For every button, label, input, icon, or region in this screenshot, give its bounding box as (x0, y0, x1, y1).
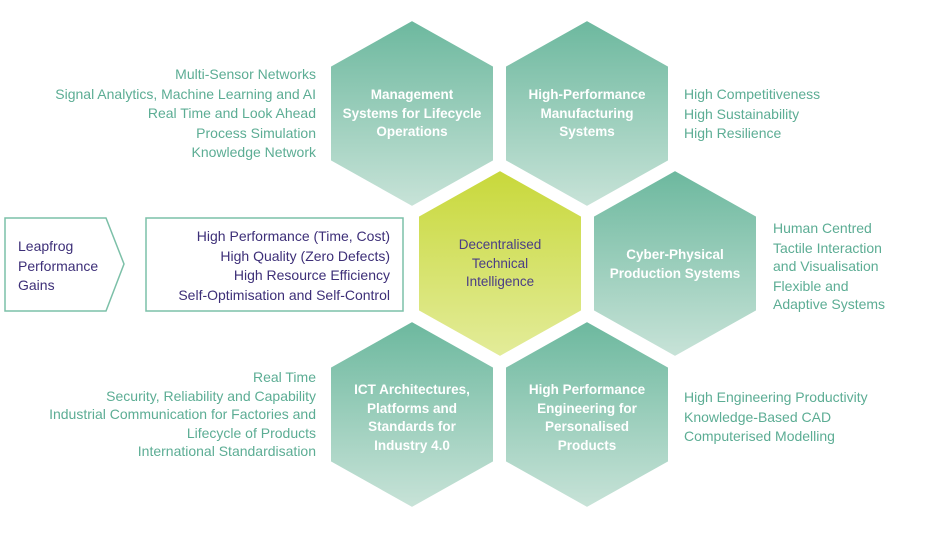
hexagon-ict (329, 319, 495, 510)
hexagon-management (329, 18, 495, 209)
hexagon-center (417, 168, 583, 359)
manufacturing-features-list: High Competitiveness High Sustainability… (684, 86, 821, 141)
hexagon-label-engineering: High Performance Engineering for Persona… (528, 382, 646, 453)
performance-gains-list: High Performance (Time, Cost) High Quali… (178, 228, 390, 303)
hexagon-label-center: Decentralised Technical Intelligence (458, 237, 542, 289)
hexagon-engineering (504, 319, 670, 510)
cps-features-list: Human Centred Tactile Interaction and Vi… (773, 220, 886, 312)
hexagon-cps (592, 168, 758, 359)
hexagon-label-manufacturing: High-Performance Manufacturing Systems (528, 87, 646, 139)
hexagon-label-cps: Cyber-Physical Production Systems (609, 247, 741, 281)
hexagon-label-management: Management Systems for Lifecycle Operati… (342, 87, 482, 139)
leapfrog-label: Leapfrog Performance Gains (18, 238, 99, 293)
engineering-features-list: High Engineering Productivity Knowledge-… (684, 389, 868, 444)
hexagon-label-ict: ICT Architectures, Platforms and Standar… (354, 382, 470, 453)
hexagon-manufacturing (504, 18, 670, 209)
leapfrog-arrow-box (4, 217, 125, 312)
ict-features-list: Real Time Security, Reliability and Capa… (49, 369, 316, 459)
gains-box (145, 217, 404, 312)
management-features-list: Multi-Sensor Networks Signal Analytics, … (55, 66, 316, 160)
